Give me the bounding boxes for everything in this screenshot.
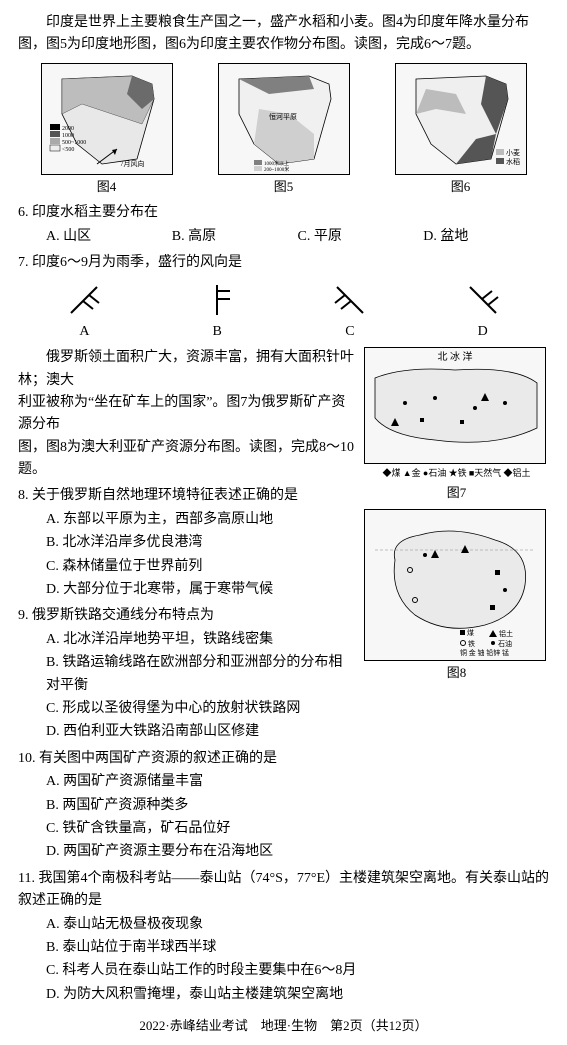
svg-text:铝土: 铝土 [499,629,513,638]
fig5-svg: 恒河平原 1000米以上 200~1000米 [219,64,349,174]
q9-opt-c: C. 形成以圣彼得堡为中心的放射状铁路网 [46,698,356,720]
q7-label-c: C [325,321,375,343]
q9-opt-b: B. 铁路运输线路在欧洲部分和亚洲部分的分布相对平衡 [46,652,356,697]
q6-options: A. 山区 B. 高原 C. 平原 D. 盆地 [18,226,549,248]
fig8-caption: 图8 [364,663,549,684]
q8-options: A. 东部以平原为主，西部多高原山地 B. 北冰洋沿岸多优良港湾 C. 森林储量… [18,509,356,602]
q7-wind-symbols: A B C D [18,281,549,343]
intro2-line2: 利亚被称为“坐在矿车上的国家”。图7为俄罗斯矿产资源分布 [18,392,356,437]
svg-text:200~1000米: 200~1000米 [264,166,289,173]
fig8-panel: 煤 铝土 铁 石油 铜 金 铀 铅锌 锰 [364,509,546,661]
q11-opt-c: C. 科考人员在泰山站工作的时段主要集中在6～8月 [46,960,549,982]
svg-text:铁: 铁 [468,639,475,648]
q10-options: A. 两国矿产资源储量丰富 B. 两国矿产资源种类多 C. 铁矿含铁量高，矿石品… [18,771,356,864]
q8-opt-b: B. 北冰洋沿岸多优良港湾 [46,532,356,554]
q7-label-b: B [192,321,242,343]
q10-opt-b: B. 两国矿产资源种类多 [46,795,356,817]
fig5-map: 恒河平原 1000米以上 200~1000米 [218,63,350,175]
q7-symbol-a: A [59,281,109,343]
fig8-svg: 煤 铝土 铁 石油 铜 金 铀 铅锌 锰 [365,510,545,660]
svg-text:1000米以上: 1000米以上 [264,160,289,167]
svg-text:石油: 石油 [498,639,512,648]
passage-intro-1: 印度是世界上主要粮食生产国之一，盛产水稻和小麦。图4为印度年降水量分布图，图5为… [18,12,549,57]
fig4-caption: 图4 [41,177,173,198]
q9-opt-a: A. 北冰洋沿岸地势平坦，铁路线密集 [46,629,356,651]
q11-stem: 11. 我国第4个南极科考站——泰山站（74°S，77°E）主楼建筑架空离地。有… [18,868,549,913]
svg-text:小麦: 小麦 [506,148,520,157]
india-maps-row: 2000 1000 500~1000 <500 7月风向 图4 恒河平原 100… [18,63,549,198]
intro2-line1: 俄罗斯领土面积广大，资源丰富，拥有大面积针叶林；澳大 [18,347,356,392]
russia-australia-block: 俄罗斯领土面积广大，资源丰富，拥有大面积针叶林；澳大 利亚被称为“坐在矿车上的国… [18,347,549,864]
svg-text:2000: 2000 [62,126,74,132]
q11-opt-b: B. 泰山站位于南半球西半球 [46,937,549,959]
svg-text:北 冰 洋: 北 冰 洋 [438,350,473,363]
intro2-line3: 图，图8为澳大利亚矿产资源分布图。读图，完成8～10题。 [18,437,356,482]
left-column: 俄罗斯领土面积广大，资源丰富，拥有大面积针叶林；澳大 利亚被称为“坐在矿车上的国… [18,347,356,864]
q7-stem: 7. 印度6～9月为雨季，盛行的风向是 [18,252,549,274]
q9-stem: 9. 俄罗斯铁路交通线分布特点为 [18,605,356,627]
svg-text:<500: <500 [62,147,74,153]
fig4-box: 2000 1000 500~1000 <500 7月风向 图4 [41,63,173,198]
svg-text:煤: 煤 [467,628,474,637]
q10-opt-d: D. 两国矿产资源主要分布在沿海地区 [46,841,356,863]
q9-opt-d: D. 西伯利亚大铁路沿南部山区修建 [46,721,356,743]
q9-options: A. 北冰洋沿岸地势平坦，铁路线密集 B. 铁路运输线路在欧洲部分和亚洲部分的分… [18,629,356,744]
q7-label-a: A [59,321,109,343]
fig7-panel: 北 冰 洋 [364,347,546,464]
right-column: 北 冰 洋 ◆煤 ▲金 ●石油 ★铁 ■天然气 ◆铝土 图7 煤 铝土 [364,347,549,864]
svg-text:500~1000: 500~1000 [62,140,86,146]
q7-label-d: D [458,321,508,343]
q11-options: A. 泰山站无极昼极夜现象 B. 泰山站位于南半球西半球 C. 科考人员在泰山站… [18,914,549,1007]
fig6-svg: 小麦 水稻 [396,64,526,174]
q6-opt-c: C. 平原 [298,226,424,248]
q6-stem: 6. 印度水稻主要分布在 [18,202,549,224]
fig5-box: 恒河平原 1000米以上 200~1000米 图5 [218,63,350,198]
q10-opt-c: C. 铁矿含铁量高，矿石品位好 [46,818,356,840]
svg-text:1000: 1000 [62,133,74,139]
q7-symbol-c: C [325,281,375,343]
q8-opt-d: D. 大部分位于北寒带，属于寒带气候 [46,579,356,601]
q10-stem: 10. 有关图中两国矿产资源的叙述正确的是 [18,748,356,770]
q8-stem: 8. 关于俄罗斯自然地理环境特征表述正确的是 [18,485,356,507]
q10-opt-a: A. 两国矿产资源储量丰富 [46,771,356,793]
q6-opt-b: B. 高原 [172,226,298,248]
q8-opt-a: A. 东部以平原为主，西部多高原山地 [46,509,356,531]
fig6-caption: 图6 [395,177,527,198]
fig6-map: 小麦 水稻 [395,63,527,175]
fig7-svg: 北 冰 洋 [365,348,545,463]
svg-text:7月风向: 7月风向 [120,159,145,168]
fig4-svg: 2000 1000 500~1000 <500 7月风向 [42,64,172,174]
svg-text:铜 金 铀 铅锌 锰: 铜 金 铀 铅锌 锰 [460,648,509,657]
q7-symbol-b: B [192,281,242,343]
fig4-map: 2000 1000 500~1000 <500 7月风向 [41,63,173,175]
q11-opt-a: A. 泰山站无极昼极夜现象 [46,914,549,936]
q6-opt-d: D. 盆地 [423,226,549,248]
q8-opt-c: C. 森林储量位于世界前列 [46,556,356,578]
q11-opt-d: D. 为防大风积雪掩埋，泰山站主楼建筑架空离地 [46,984,549,1006]
page-footer: 2022·赤峰结业考试 地理·生物 第2页（共12页） [18,1016,549,1037]
fig5-caption: 图5 [218,177,350,198]
svg-text:恒河平原: 恒河平原 [269,112,297,121]
fig6-box: 小麦 水稻 图6 [395,63,527,198]
fig7-legend: ◆煤 ▲金 ●石油 ★铁 ■天然气 ◆铝土 [364,466,549,480]
q6-opt-a: A. 山区 [46,226,172,248]
fig7-caption: 图7 [364,483,549,504]
svg-text:水稻: 水稻 [506,157,520,166]
q7-symbol-d: D [458,281,508,343]
